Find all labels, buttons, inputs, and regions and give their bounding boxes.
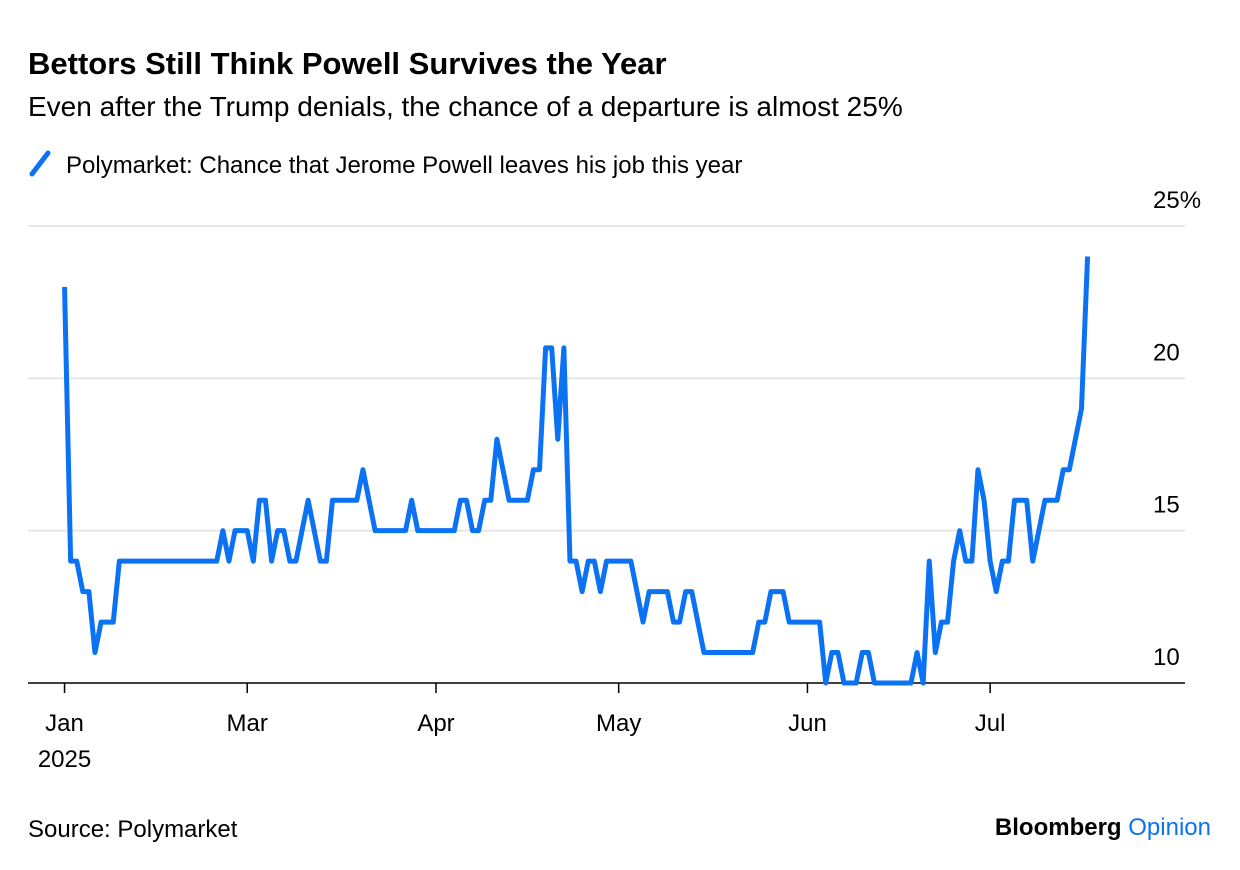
source: Source: Polymarket <box>28 816 238 843</box>
y-tick-label: 20 <box>1153 339 1180 366</box>
brand: Bloomberg Opinion <box>995 814 1211 841</box>
y-tick-label: 25% <box>1153 187 1201 214</box>
x-tick-label: May <box>596 710 641 737</box>
x-tick-label: Jul <box>975 710 1006 737</box>
chart-title: Bettors Still Think Powell Survives the … <box>28 46 667 81</box>
y-tick-label: 10 <box>1153 644 1180 671</box>
x-tick-label: Mar <box>227 710 268 737</box>
x-tick-label: Jan <box>45 710 84 737</box>
brand-suffix: Opinion <box>1128 814 1211 841</box>
x-year-label: 2025 <box>38 746 91 773</box>
x-tick-label: Apr <box>417 710 454 737</box>
legend-label: Polymarket: Chance that Jerome Powell le… <box>66 152 742 179</box>
x-tick-label: Jun <box>788 710 827 737</box>
brand-name: Bloomberg <box>995 814 1122 841</box>
chart-subtitle: Even after the Trump denials, the chance… <box>28 91 903 122</box>
data-line <box>62 256 1091 686</box>
legend-swatch <box>29 150 51 177</box>
y-tick-label: 15 <box>1153 492 1180 519</box>
